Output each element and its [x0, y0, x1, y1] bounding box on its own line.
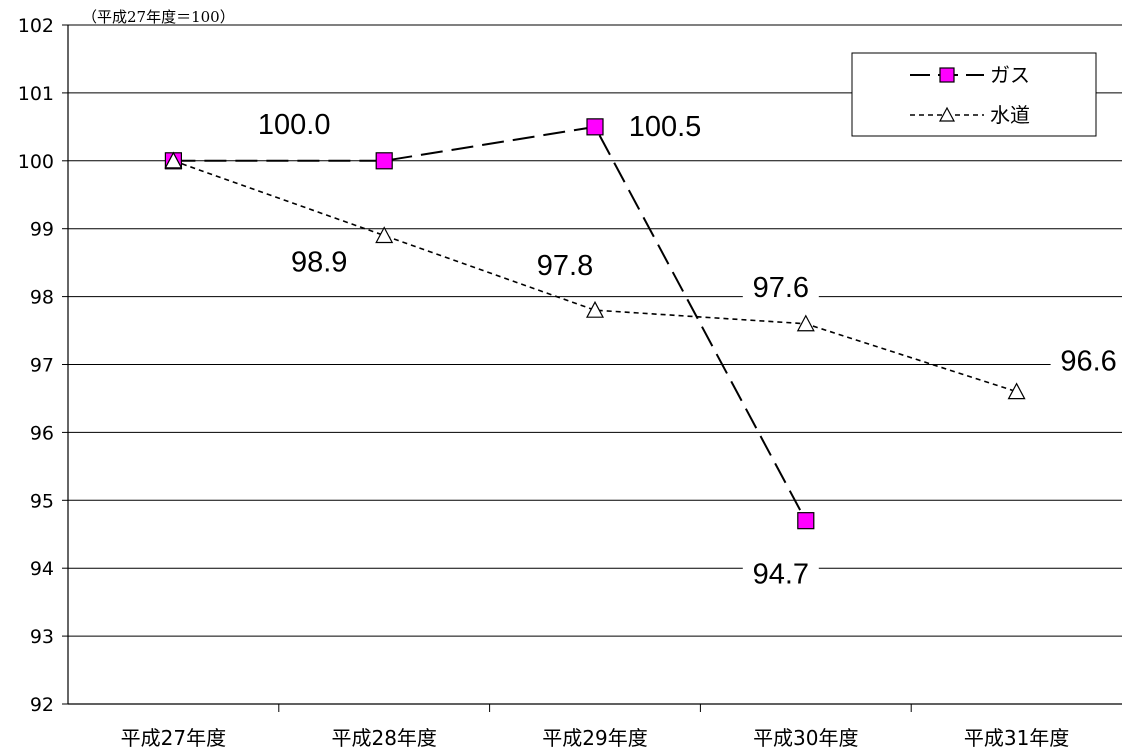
- data-labels: 100.0 100.5 94.7 98.9 97.8 97.6 96.6: [256, 106, 1122, 591]
- y-tick-label: 92: [30, 694, 54, 716]
- legend-label: ガス: [990, 63, 1030, 87]
- legend-box: [851, 52, 1097, 137]
- data-label-bg: [281, 244, 358, 279]
- unit-note: （平成27年度＝100）: [82, 8, 235, 26]
- data-label: 94.7: [753, 559, 809, 591]
- y-tick-label: 98: [30, 287, 54, 309]
- y-tick-label: 102: [18, 15, 54, 37]
- marker-triangle: [375, 226, 394, 244]
- data-label-bg: [742, 556, 819, 591]
- marker-square: [375, 152, 393, 170]
- marker-triangle: [796, 314, 815, 332]
- series-line-water: [173, 160, 1017, 393]
- data-label-bg: [527, 248, 603, 283]
- series-line-gas: [173, 125, 807, 522]
- legend-marker-triangle: [938, 106, 956, 122]
- data-label-bg: [627, 108, 703, 143]
- x-tick-label: 平成28年度: [331, 726, 436, 750]
- legend-marker-square: [939, 67, 955, 83]
- y-tick-label: 94: [30, 558, 54, 580]
- y-tick-label: 100: [18, 151, 54, 173]
- data-label: 98.9: [291, 246, 347, 278]
- legend-label: 水道: [990, 103, 1030, 127]
- data-label-bg: [1050, 343, 1122, 378]
- data-label: 100.5: [629, 111, 702, 143]
- x-tick-label: 平成31年度: [964, 726, 1069, 750]
- y-tick-label: 97: [30, 355, 54, 377]
- marker-triangle: [1007, 382, 1026, 400]
- marker-square: [797, 512, 815, 530]
- y-tick-label: 96: [30, 422, 54, 444]
- x-tick-label: 平成27年度: [121, 726, 226, 750]
- data-label: 97.6: [753, 272, 809, 304]
- data-label: 97.8: [537, 250, 593, 282]
- data-label-bg: [256, 106, 333, 141]
- y-tick-label: 95: [30, 490, 54, 512]
- y-tick-label: 99: [30, 219, 54, 241]
- marker-triangle: [586, 300, 604, 318]
- data-label-bg: [742, 269, 819, 304]
- marker-square: [586, 118, 604, 136]
- y-axis-ticks: 92 93 94 95 96 97 98 99 100 101 102: [18, 15, 68, 716]
- series-lines: [173, 125, 1017, 522]
- gridlines: [68, 24, 1122, 637]
- series-markers: [164, 118, 1026, 530]
- x-tick-label: 平成29年度: [542, 726, 647, 750]
- x-tick-label: 平成30年度: [753, 726, 858, 750]
- data-label: 100.0: [258, 109, 331, 141]
- y-tick-label: 101: [18, 83, 54, 105]
- x-axis-ticks: 平成27年度 平成28年度 平成29年度 平成30年度 平成31年度: [121, 704, 1069, 750]
- marker-triangle: [164, 151, 183, 169]
- y-tick-label: 93: [30, 626, 54, 648]
- data-label: 96.6: [1060, 346, 1116, 378]
